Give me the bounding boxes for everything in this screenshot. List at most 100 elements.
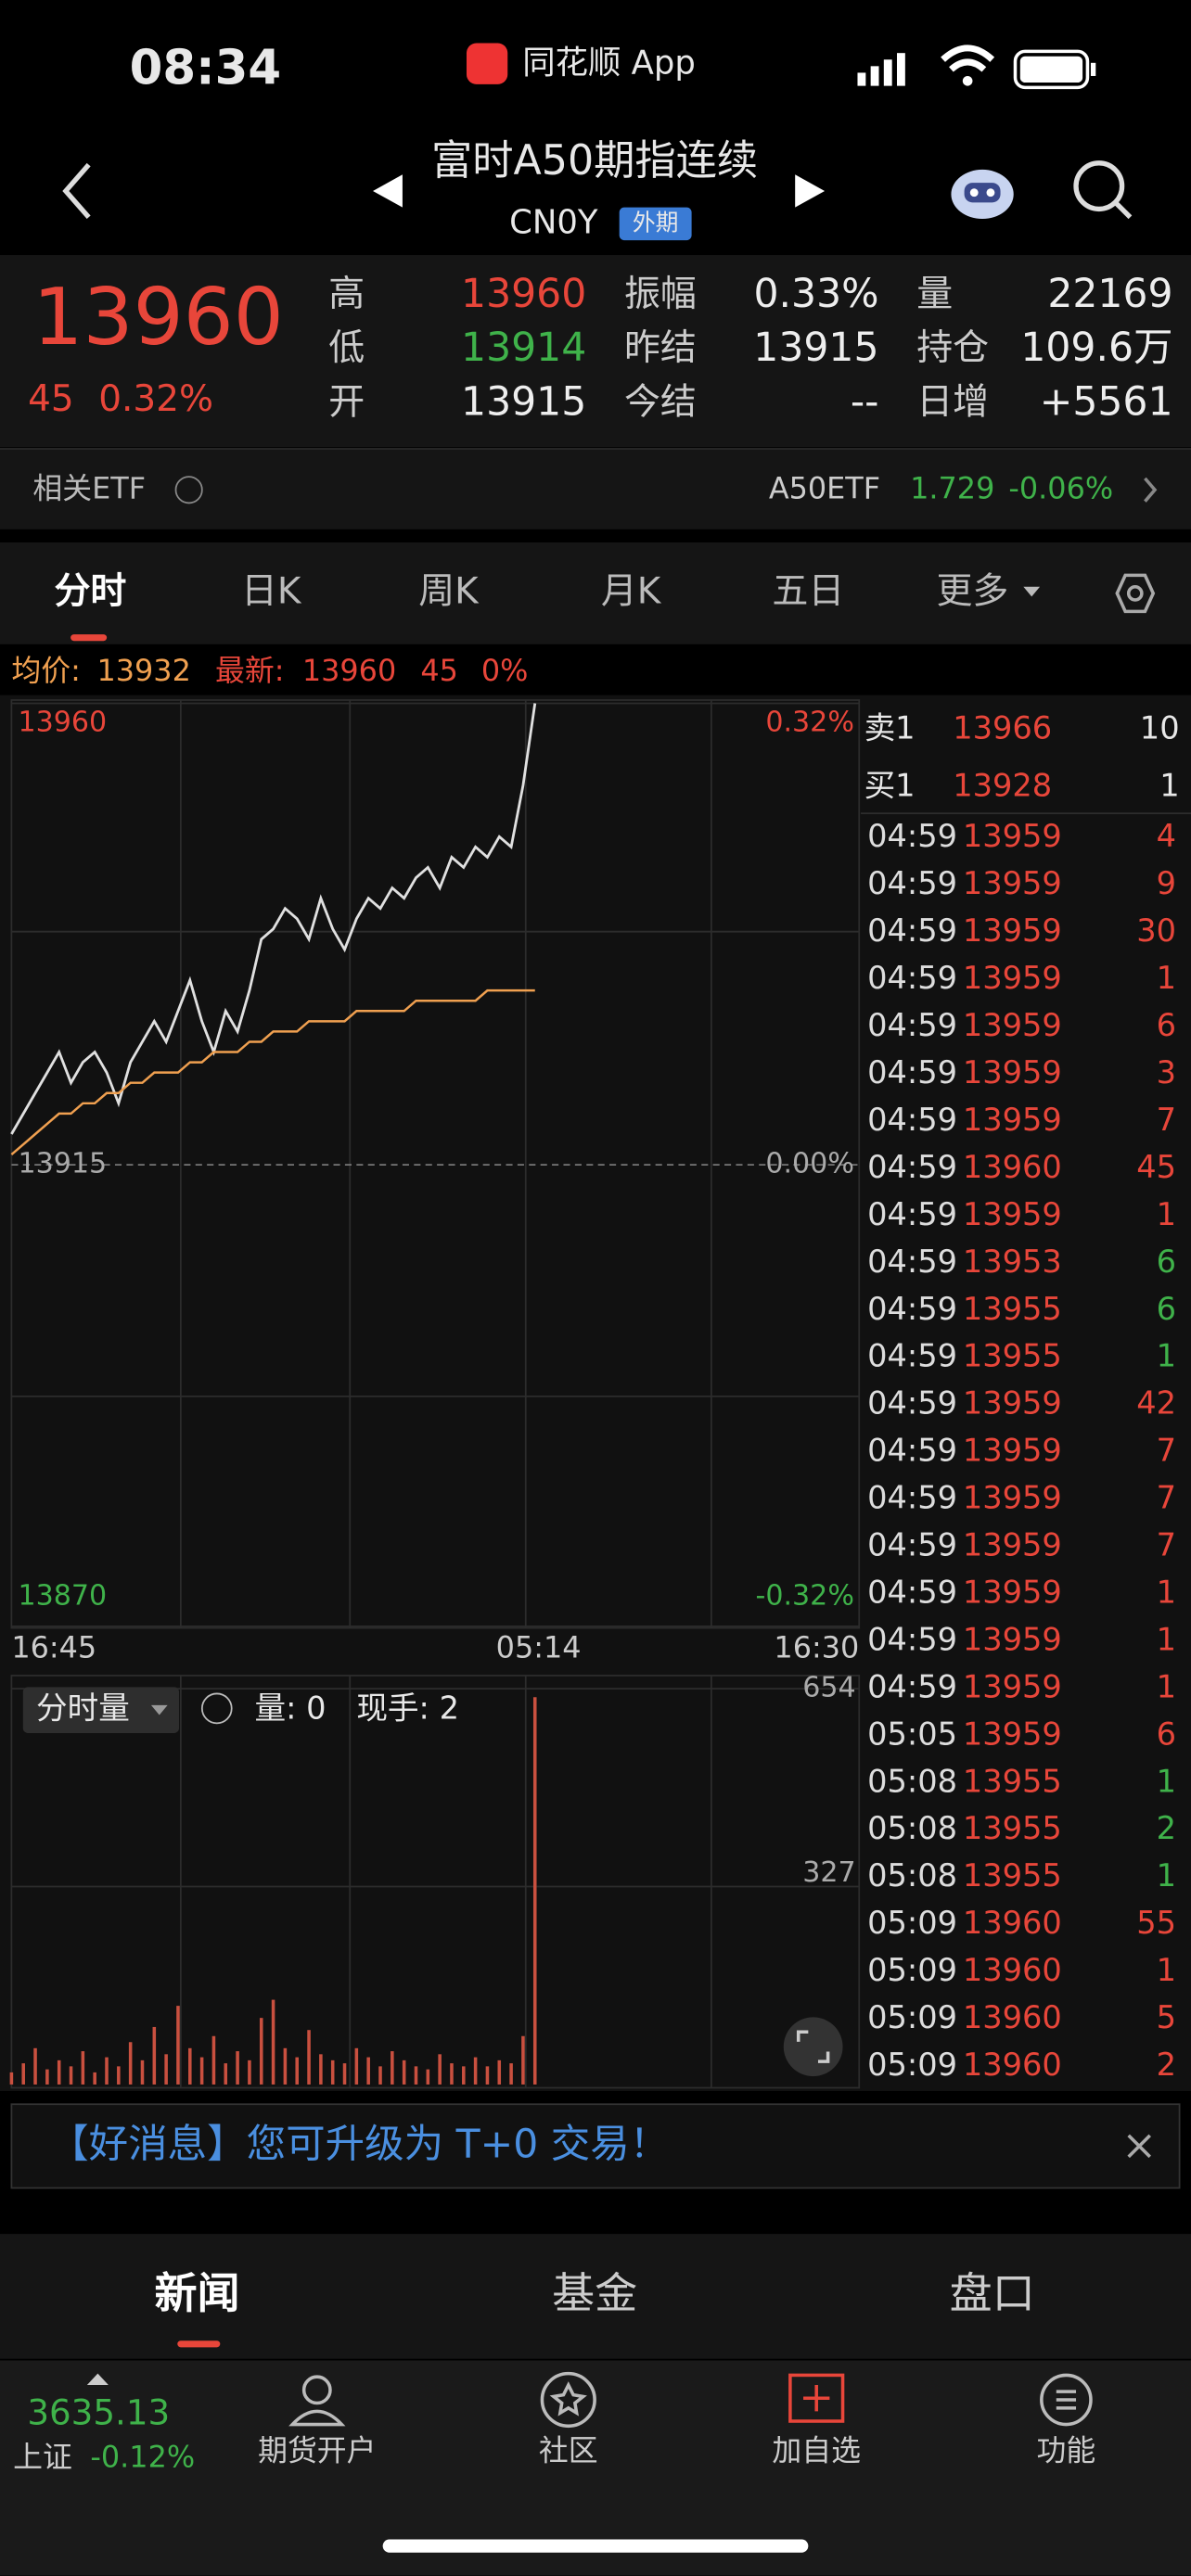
nav-item[interactable]: 期货开户 <box>258 2433 376 2468</box>
back-button[interactable] <box>62 162 91 220</box>
trade-price: 13959 <box>963 1054 1062 1090</box>
trade-volume: 1 <box>1157 1763 1176 1799</box>
volume-bar <box>211 2035 216 2085</box>
index-value[interactable]: 3635.13 <box>27 2391 170 2432</box>
volume-bar <box>283 2047 288 2085</box>
tab[interactable]: 周K <box>418 570 480 612</box>
trade-time: 05:09 <box>867 1905 957 1941</box>
trade-volume: 2 <box>1157 2047 1176 2083</box>
field-label: 持仓 <box>916 327 989 369</box>
index-pct: -0.12% <box>90 2440 195 2475</box>
volume-value: 量: 0 <box>255 1690 327 1727</box>
field-value: 109.6万 <box>1020 325 1172 371</box>
prev-button[interactable] <box>373 174 403 208</box>
trade-volume: 5 <box>1157 1999 1176 2035</box>
chevron <box>1144 477 1158 503</box>
trade-volume: 7 <box>1157 1480 1176 1516</box>
trade-time: 04:59 <box>867 1196 957 1232</box>
banner[interactable] <box>10 2103 1181 2189</box>
tabs: 分时 日K 周K 月K 五日 更多 <box>54 570 1041 612</box>
next-button[interactable] <box>795 174 826 208</box>
tab[interactable]: 更多 <box>936 570 1008 612</box>
bottom-tab[interactable]: 新闻 <box>154 2268 239 2318</box>
volume-bar <box>438 2054 442 2085</box>
volume-bar <box>236 2051 239 2085</box>
trade-time: 05:08 <box>867 1857 957 1894</box>
trade-time: 04:59 <box>867 1054 957 1090</box>
help-icon[interactable] <box>200 1692 233 1725</box>
assistant-icon[interactable] <box>951 169 1014 220</box>
volume-bar <box>81 2051 85 2085</box>
volume-label: 分时量 <box>36 1690 130 1727</box>
trade-time: 04:59 <box>867 1621 957 1657</box>
volume-bar <box>532 1697 537 2085</box>
volume-bar <box>497 2060 502 2085</box>
volume-bar <box>271 1999 275 2085</box>
trade-time: 04:59 <box>867 1338 957 1374</box>
tab[interactable]: 日K <box>241 570 302 612</box>
expand-button[interactable] <box>783 2017 843 2077</box>
dropdown-arrow <box>150 1704 168 1715</box>
volume-bar <box>57 2060 61 2085</box>
volume-bar <box>93 2072 96 2085</box>
trade-time: 04:59 <box>867 1433 957 1469</box>
search-icon[interactable] <box>1073 160 1133 220</box>
nav-item[interactable]: 加自选 <box>772 2433 861 2468</box>
app-name[interactable]: 同花顺 App <box>522 45 696 83</box>
trade-volume: 6 <box>1157 1007 1176 1043</box>
volume-bar <box>414 2066 418 2085</box>
tab[interactable]: 月K <box>601 570 662 612</box>
field-value: 13915 <box>753 325 878 371</box>
book-volume: 10 <box>1140 709 1180 746</box>
trade-volume: 1 <box>1157 1338 1176 1374</box>
trade-time: 04:59 <box>867 1480 957 1516</box>
trade-volume: 1 <box>1157 960 1176 996</box>
price-change: 45 <box>28 378 74 420</box>
trade-price: 13959 <box>963 1433 1062 1469</box>
bottom-tab-indicator <box>177 2340 221 2348</box>
trade-volume: 1 <box>1157 1621 1176 1657</box>
volume-bar <box>307 2030 311 2085</box>
bottom-tab[interactable]: 盘口 <box>950 2268 1035 2318</box>
trade-price: 13955 <box>963 1810 1062 1846</box>
trade-price: 13959 <box>963 865 1062 901</box>
field-label: 振幅 <box>624 274 697 315</box>
y2-tick-label: -0.32% <box>755 1579 853 1612</box>
tag: 外期 <box>633 209 679 236</box>
volume-bar <box>128 2042 133 2085</box>
bottom-tab[interactable]: 基金 <box>552 2268 637 2318</box>
volume-bar <box>402 2060 406 2085</box>
bottom-tabs: 新闻 基金 盘口 <box>154 2268 1034 2318</box>
trade-price: 13955 <box>963 1763 1062 1799</box>
trade-volume: 42 <box>1136 1385 1176 1422</box>
etf-label: 相关ETF <box>32 470 146 505</box>
volume-bar <box>105 2057 109 2085</box>
trade-volume: 55 <box>1136 1905 1176 1941</box>
clock: 08:34 <box>130 41 281 96</box>
nav-item[interactable]: 功能 <box>1037 2433 1096 2468</box>
volume-bar <box>473 2057 478 2085</box>
price-line <box>10 703 537 1135</box>
field-label: 昨结 <box>624 327 697 369</box>
volume-bar <box>9 2072 14 2085</box>
settings-icon[interactable] <box>1115 573 1156 614</box>
trade-price: 13959 <box>963 960 1062 996</box>
y-tick-label: 13960 <box>18 706 107 738</box>
nav-item[interactable]: 社区 <box>539 2433 598 2468</box>
x-tick-label: 16:30 <box>774 1630 859 1665</box>
field-value: 22169 <box>1047 272 1172 317</box>
trade-price: 13959 <box>963 1668 1062 1704</box>
price-pct: 0.32% <box>98 378 213 420</box>
close-button[interactable] <box>1127 2134 1151 2159</box>
app-icon <box>466 43 508 84</box>
volume-bar <box>426 2069 430 2085</box>
etf-row[interactable] <box>0 449 1191 529</box>
tab[interactable]: 分时 <box>54 570 126 612</box>
trade-time: 04:59 <box>867 1527 957 1563</box>
volume-bar <box>462 2066 466 2085</box>
status-icons <box>857 45 1096 90</box>
help-icon[interactable] <box>174 476 203 504</box>
tab[interactable]: 五日 <box>772 570 844 612</box>
trade-price: 13959 <box>963 1196 1062 1232</box>
volume-selector[interactable] <box>22 1687 180 1733</box>
